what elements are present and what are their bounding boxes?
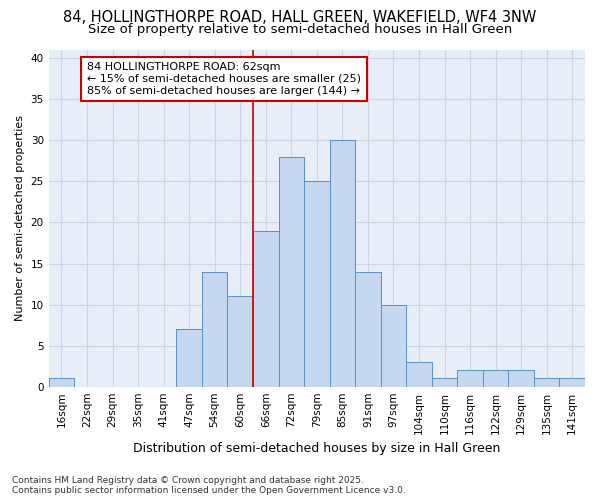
- Bar: [380, 304, 406, 386]
- Bar: [432, 378, 457, 386]
- Bar: [253, 230, 278, 386]
- Text: 84, HOLLINGTHORPE ROAD, HALL GREEN, WAKEFIELD, WF4 3NW: 84, HOLLINGTHORPE ROAD, HALL GREEN, WAKE…: [64, 10, 536, 25]
- Bar: [483, 370, 508, 386]
- Bar: [559, 378, 585, 386]
- Text: Contains HM Land Registry data © Crown copyright and database right 2025.
Contai: Contains HM Land Registry data © Crown c…: [12, 476, 406, 495]
- Bar: [329, 140, 355, 386]
- Bar: [49, 378, 74, 386]
- Bar: [176, 329, 202, 386]
- Text: 84 HOLLINGTHORPE ROAD: 62sqm
← 15% of semi-detached houses are smaller (25)
85% : 84 HOLLINGTHORPE ROAD: 62sqm ← 15% of se…: [87, 62, 361, 96]
- Bar: [227, 296, 253, 386]
- X-axis label: Distribution of semi-detached houses by size in Hall Green: Distribution of semi-detached houses by …: [133, 442, 500, 455]
- Bar: [202, 272, 227, 386]
- Bar: [278, 157, 304, 386]
- Y-axis label: Number of semi-detached properties: Number of semi-detached properties: [15, 116, 25, 322]
- Bar: [457, 370, 483, 386]
- Bar: [406, 362, 432, 386]
- Bar: [534, 378, 559, 386]
- Bar: [355, 272, 380, 386]
- Text: Size of property relative to semi-detached houses in Hall Green: Size of property relative to semi-detach…: [88, 22, 512, 36]
- Bar: [304, 182, 329, 386]
- Bar: [508, 370, 534, 386]
